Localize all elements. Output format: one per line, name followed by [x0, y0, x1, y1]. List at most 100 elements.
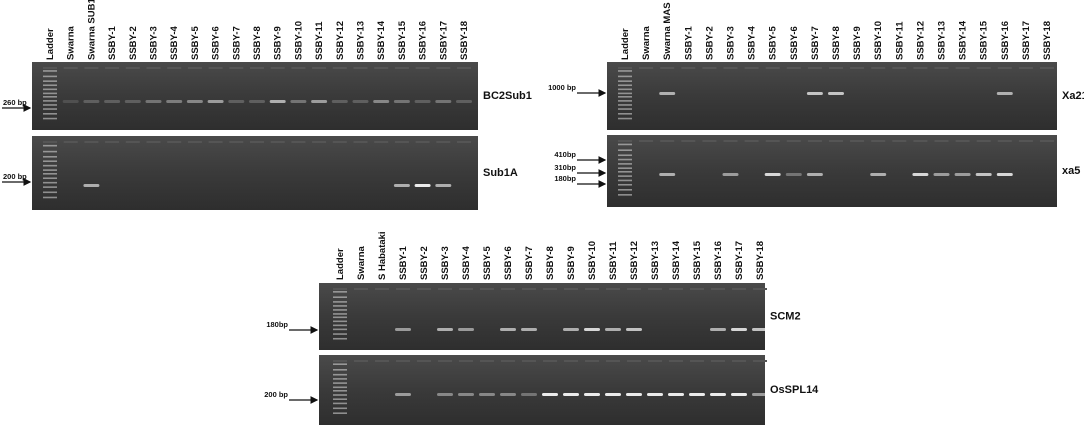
well — [354, 288, 368, 290]
band — [228, 100, 245, 103]
well — [892, 67, 907, 69]
lane-label: SSBY-11 — [314, 21, 325, 60]
lane-label: SSBY-13 — [650, 241, 661, 280]
ladder-band — [333, 369, 347, 371]
well — [63, 67, 78, 69]
lane-label: SSBY-5 — [768, 25, 779, 60]
ladder-band — [43, 173, 57, 175]
ladder-band — [333, 386, 347, 389]
lane-label: SSBY-9 — [566, 246, 577, 280]
gel — [319, 355, 765, 425]
band — [104, 100, 121, 103]
well — [690, 288, 704, 290]
band — [996, 92, 1013, 95]
gel — [319, 283, 765, 350]
lane-label: SSBY-5 — [482, 245, 493, 280]
well — [415, 141, 430, 143]
lane-label: SSBY-4 — [169, 25, 180, 60]
ladder-band — [43, 196, 57, 199]
band — [311, 100, 328, 103]
band — [393, 100, 410, 103]
well — [829, 140, 843, 142]
well — [660, 67, 675, 69]
band — [975, 173, 992, 176]
well — [374, 141, 389, 143]
well — [501, 288, 515, 290]
well — [850, 67, 865, 69]
well — [711, 288, 725, 290]
well — [63, 141, 78, 143]
ladder-band — [618, 117, 632, 120]
lane-label: SSBY-1 — [107, 25, 118, 60]
ladder-band — [333, 328, 347, 331]
ladder-band — [333, 394, 347, 396]
lane-label: Ladder — [45, 28, 56, 60]
band — [437, 328, 453, 331]
well — [639, 67, 654, 69]
band — [456, 100, 472, 103]
well — [146, 141, 161, 143]
well — [436, 67, 451, 69]
well — [585, 360, 599, 362]
band — [542, 393, 558, 396]
well — [606, 288, 620, 290]
ladder-band — [43, 70, 57, 72]
well — [1018, 67, 1033, 69]
well — [105, 67, 120, 69]
well — [374, 67, 389, 69]
well — [744, 67, 759, 69]
ladder-band — [618, 171, 632, 173]
band — [996, 173, 1013, 176]
gene-label: OsSPL14 — [770, 384, 819, 396]
lane-label: SSBY-8 — [831, 26, 842, 60]
band — [435, 100, 452, 103]
lane-label: SSBY-15 — [397, 20, 408, 60]
well — [753, 288, 767, 290]
lane-label: SSBY-2 — [419, 246, 430, 280]
well — [229, 67, 244, 69]
marker-label: 260 bp — [3, 98, 27, 107]
band — [828, 92, 844, 95]
band — [435, 184, 452, 187]
ladder-band — [43, 144, 57, 147]
well — [208, 141, 223, 143]
well — [333, 360, 347, 362]
lane-label: SSBY-9 — [273, 26, 284, 60]
ladder-band — [618, 189, 632, 191]
lane-label: Swarna MAS — [662, 2, 673, 60]
well — [43, 67, 57, 69]
well — [871, 67, 886, 69]
well — [976, 67, 991, 69]
well — [934, 140, 949, 142]
band — [806, 92, 823, 95]
band — [249, 100, 265, 103]
well — [438, 360, 452, 362]
ladder-band — [43, 113, 57, 115]
well — [681, 140, 696, 142]
band — [870, 173, 887, 176]
band — [584, 328, 600, 331]
ladder-band — [43, 177, 57, 180]
band — [626, 393, 642, 396]
well — [312, 141, 327, 143]
well — [167, 67, 182, 69]
lane-label: SSBY-3 — [726, 26, 737, 60]
well — [681, 67, 696, 69]
lane-label: Swarna — [641, 25, 652, 60]
band — [437, 393, 453, 396]
lane-label: SSBY-4 — [747, 25, 758, 60]
well — [522, 360, 536, 362]
band — [414, 184, 431, 187]
lane-label: SSBY-17 — [438, 21, 449, 60]
ladder-band — [43, 92, 57, 95]
well — [125, 141, 140, 143]
well — [765, 67, 780, 69]
well — [354, 360, 368, 362]
well — [934, 67, 949, 69]
band — [393, 184, 410, 187]
well — [501, 360, 515, 362]
well — [564, 360, 578, 362]
well — [229, 141, 244, 143]
